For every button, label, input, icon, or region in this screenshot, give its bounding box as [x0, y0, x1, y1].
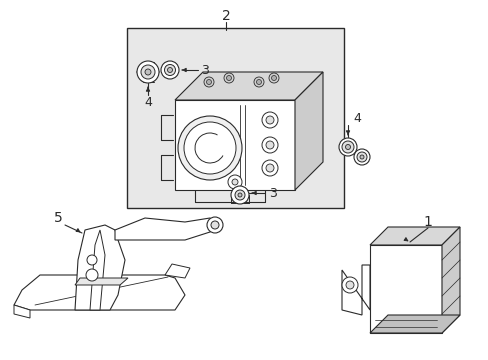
Polygon shape: [294, 72, 323, 190]
Circle shape: [137, 61, 159, 83]
Circle shape: [224, 73, 234, 83]
Polygon shape: [14, 275, 184, 310]
Circle shape: [256, 80, 261, 85]
Circle shape: [253, 77, 264, 87]
Circle shape: [265, 116, 273, 124]
Polygon shape: [90, 230, 105, 310]
Circle shape: [265, 141, 273, 149]
Circle shape: [164, 64, 175, 76]
Circle shape: [183, 122, 236, 174]
Polygon shape: [175, 100, 294, 190]
Circle shape: [161, 61, 179, 79]
Circle shape: [167, 68, 172, 72]
Circle shape: [206, 217, 223, 233]
Circle shape: [345, 144, 350, 149]
Circle shape: [87, 255, 97, 265]
Polygon shape: [369, 245, 441, 333]
Polygon shape: [341, 265, 369, 315]
Circle shape: [227, 175, 242, 189]
Circle shape: [238, 193, 242, 197]
Circle shape: [141, 65, 155, 79]
Text: 4: 4: [352, 112, 360, 125]
Circle shape: [353, 149, 369, 165]
Circle shape: [338, 138, 356, 156]
Circle shape: [265, 164, 273, 172]
Polygon shape: [75, 278, 128, 285]
Polygon shape: [115, 218, 215, 240]
Text: 4: 4: [144, 95, 152, 108]
Circle shape: [235, 190, 244, 200]
Circle shape: [271, 76, 276, 81]
Polygon shape: [441, 227, 459, 333]
Circle shape: [203, 77, 214, 87]
Circle shape: [356, 152, 366, 162]
Circle shape: [178, 116, 242, 180]
Polygon shape: [164, 264, 190, 278]
Circle shape: [359, 155, 363, 159]
Circle shape: [226, 76, 231, 81]
Text: 3: 3: [201, 63, 208, 77]
Circle shape: [341, 277, 357, 293]
Circle shape: [210, 221, 219, 229]
Circle shape: [145, 69, 151, 75]
Polygon shape: [175, 72, 323, 100]
Circle shape: [341, 141, 353, 153]
Circle shape: [262, 112, 278, 128]
Circle shape: [86, 269, 98, 281]
Text: 2: 2: [221, 9, 230, 23]
Text: 5: 5: [54, 211, 62, 225]
Text: 3: 3: [268, 186, 276, 199]
Polygon shape: [369, 227, 459, 245]
Text: 1: 1: [423, 215, 431, 229]
Circle shape: [206, 80, 211, 85]
Circle shape: [230, 186, 248, 204]
Circle shape: [262, 137, 278, 153]
Circle shape: [262, 160, 278, 176]
Circle shape: [268, 73, 279, 83]
Polygon shape: [127, 28, 343, 208]
Polygon shape: [369, 315, 459, 333]
Polygon shape: [14, 305, 30, 318]
Circle shape: [231, 179, 238, 185]
Circle shape: [346, 281, 353, 289]
Polygon shape: [75, 225, 125, 310]
